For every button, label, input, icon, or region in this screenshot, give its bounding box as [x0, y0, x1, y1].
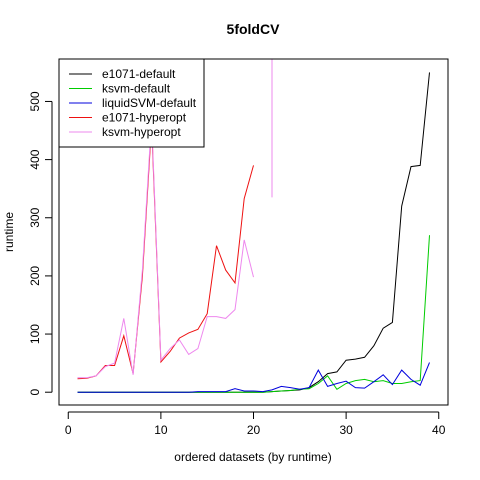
- y-axis-label: runtime: [2, 212, 16, 252]
- legend-label: liquidSVM-default: [102, 96, 197, 110]
- x-tick-label: 20: [247, 423, 261, 437]
- y-tick-label: 0: [28, 389, 42, 396]
- plot-area: [77, 59, 430, 393]
- legend-label: ksvm-default: [102, 82, 171, 96]
- plot-frame: [58, 58, 449, 406]
- x-tick-label: 30: [339, 423, 353, 437]
- y-tick-label: 200: [28, 266, 42, 286]
- x-tick-label: 0: [65, 423, 72, 437]
- x-axis-label: ordered datasets (by runtime): [174, 450, 331, 464]
- series-line-ksvm-default: [77, 235, 430, 393]
- series-line-ksvm-hyperopt: [77, 118, 254, 379]
- y-tick-label: 500: [28, 91, 42, 111]
- x-tick-label: 10: [154, 423, 168, 437]
- legend: e1071-defaultksvm-defaultliquidSVM-defau…: [58, 58, 205, 148]
- legend-label: ksvm-hyperopt: [102, 125, 181, 139]
- y-tick-label: 400: [28, 149, 42, 169]
- legend-label: e1071-default: [102, 67, 176, 81]
- x-axis: 0 10 20 30 40: [65, 411, 446, 437]
- y-tick-label: 300: [28, 207, 42, 227]
- series-line-e1071-hyperopt: [77, 124, 254, 380]
- x-tick-label: 40: [432, 423, 446, 437]
- chart-title: 5foldCV: [227, 21, 281, 37]
- y-tick-label: 100: [28, 324, 42, 344]
- series-line-liquidSVM-default: [77, 362, 430, 393]
- legend-label: e1071-hyperopt: [102, 111, 187, 125]
- y-axis: 0 100 200 300 400 500: [28, 91, 53, 396]
